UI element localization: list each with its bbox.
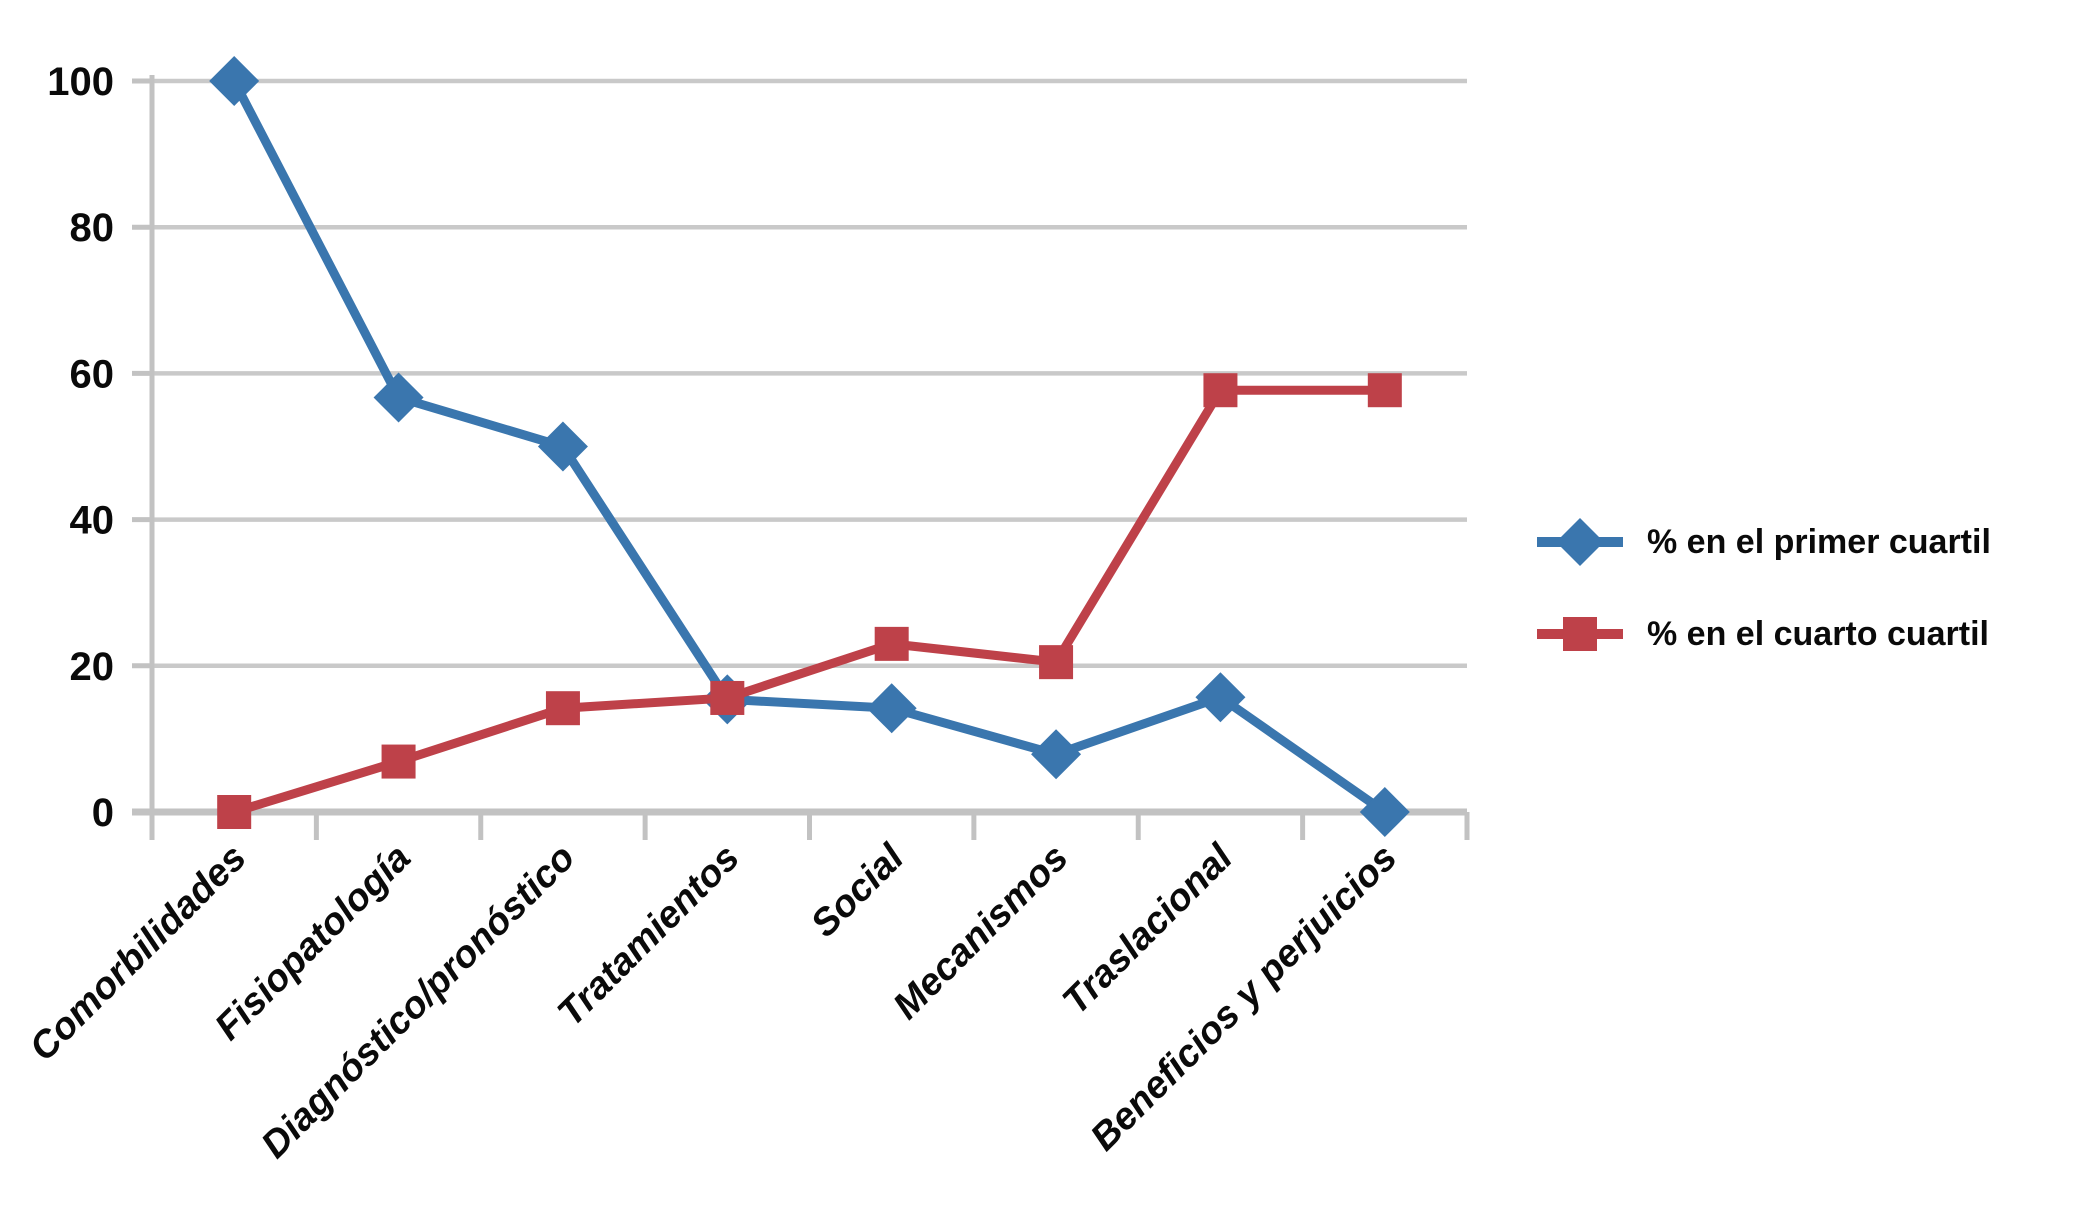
y-tick-label-20: 20 [70, 645, 115, 689]
x-category-label-3: Diagnóstico/pronóstico [254, 837, 584, 1167]
diamond-marker-icon [1556, 518, 1604, 566]
legend-label-cuarto-cuartil: % en el cuarto cuartil [1647, 615, 1989, 653]
x-category-label-8: Beneficios y perjuicios [1083, 837, 1405, 1159]
data-point-square [1203, 373, 1238, 408]
data-point-diamond [209, 56, 260, 106]
data-point-diamond [373, 372, 424, 423]
data-point-diamond [866, 683, 917, 734]
series-line-primer-cuartil [230, 78, 1388, 816]
data-point-diamond [537, 421, 588, 472]
data-point-square [545, 691, 580, 726]
y-tick-label-0: 0 [92, 791, 114, 835]
data-point-square [710, 680, 745, 715]
square-marker-icon [1563, 617, 1597, 651]
data-point-diamond [1031, 729, 1082, 780]
x-category-label-6: Mecanismos [885, 837, 1076, 1028]
y-tick-label-60: 60 [70, 352, 115, 396]
data-point-square [874, 626, 909, 661]
y-tick-label-100: 100 [47, 60, 114, 104]
x-category-label-1: Comorbilidades [22, 837, 255, 1070]
chart-legend: % en el primer cuartil % en el cuarto cu… [1537, 512, 1991, 664]
x-category-label-5: Social [803, 836, 913, 946]
legend-swatch-primer [1537, 518, 1623, 566]
y-tick-label-80: 80 [70, 206, 115, 250]
legend-label-primer-cuartil: % en el primer cuartil [1647, 523, 1991, 561]
y-tick-label-40: 40 [70, 499, 115, 543]
data-point-diamond [1195, 672, 1246, 723]
data-point-diamond [1359, 787, 1410, 837]
legend-swatch-cuarto [1537, 617, 1623, 651]
x-category-label-7: Traslacional [1055, 836, 1242, 1023]
series-line-cuarto-cuartil [232, 385, 1385, 817]
data-point-square [217, 795, 252, 829]
data-point-square [1367, 373, 1402, 408]
data-point-square [381, 744, 416, 779]
data-point-square [1039, 645, 1074, 680]
legend-item-cuarto-cuartil: % en el cuarto cuartil [1537, 604, 1991, 664]
legend-item-primer-cuartil: % en el primer cuartil [1537, 512, 1991, 572]
